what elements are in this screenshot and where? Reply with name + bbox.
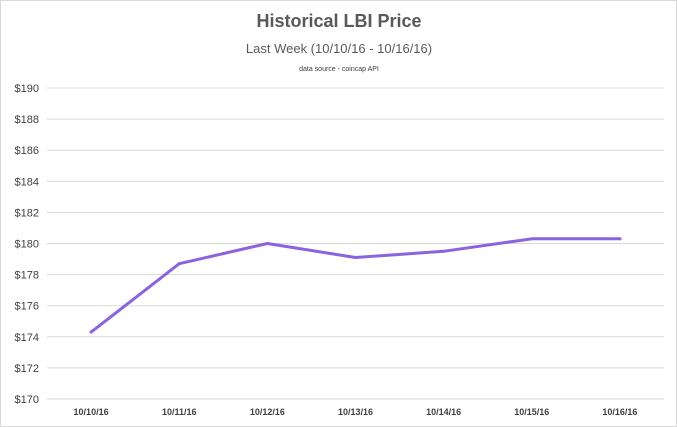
x-tick-label: 10/14/16	[426, 407, 461, 417]
chart-source-note: data source - coincap API	[299, 66, 379, 73]
y-tick-label: $190	[15, 83, 39, 95]
series-line	[89, 237, 622, 334]
y-tick-label: $170	[15, 394, 39, 406]
data-point	[530, 237, 534, 241]
x-tick-label: 10/10/16	[74, 407, 109, 417]
y-tick-label: $182	[15, 207, 39, 219]
y-tick-label: $174	[15, 332, 39, 344]
x-tick-label: 10/15/16	[514, 407, 549, 417]
data-point	[177, 262, 181, 266]
x-axis-ticks: 10/10/16 10/11/16 10/12/16 10/13/16 10/14/16…	[74, 407, 638, 417]
y-tick-label: $180	[15, 239, 39, 251]
series-layer	[89, 237, 622, 334]
chart-subtitle: Last Week (10/10/16 - 10/16/16)	[246, 41, 432, 56]
y-tick-label: $188	[15, 114, 39, 126]
grid-layer	[47, 87, 664, 400]
y-tick-label: $172	[15, 363, 39, 375]
x-tick-label: 10/11/16	[162, 407, 197, 417]
data-point	[442, 249, 446, 253]
y-tick-label: $184	[15, 176, 39, 188]
data-point	[354, 255, 357, 259]
x-tick-label: 10/12/16	[250, 407, 285, 417]
y-tick-label: $176	[15, 301, 39, 313]
data-point	[618, 237, 622, 241]
y-tick-label: $186	[15, 145, 39, 157]
data-point	[265, 242, 269, 245]
y-axis-ticks: $170 $172 $174 $176 $178 $180 $182 $184 $186 $188…	[15, 83, 39, 406]
y-tick-label: $178	[15, 270, 39, 282]
data-point	[89, 330, 93, 334]
x-tick-label: 10/13/16	[338, 407, 373, 417]
chart-title: Historical LBI Price	[256, 11, 421, 31]
x-tick-label: 10/16/16	[602, 407, 637, 417]
